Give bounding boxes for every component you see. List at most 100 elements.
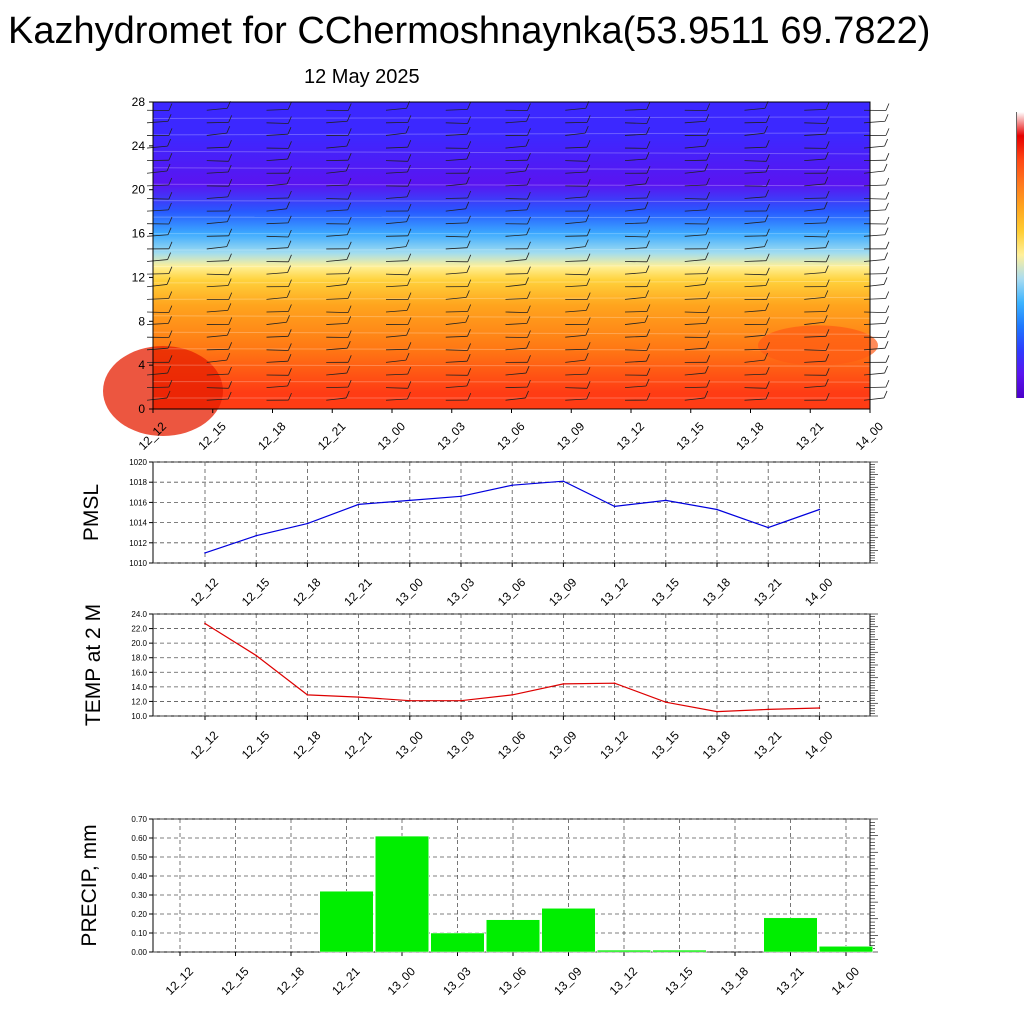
wind-barb-flag [405,125,410,134]
wind-barb [624,349,647,351]
wind-barb-flag [766,317,770,325]
data-point [306,522,309,525]
wind-barb [326,322,348,325]
precip-bar [819,946,873,953]
wind-barb-flag [824,290,829,298]
wind-barb-flag [286,201,290,209]
wind-barb-flag [704,138,709,147]
wind-barb-flag [167,365,171,374]
wind-barb [744,146,767,149]
data-point [306,694,309,696]
wind-barb-flag [168,316,172,324]
wind-barb-flag [407,228,412,236]
contour-line [152,132,871,136]
wind-barb-flag [586,228,591,236]
wind-barb-flag [287,265,291,273]
wind-barb [266,297,288,300]
wind-barb-flag [646,102,651,110]
wind-barb [684,397,705,401]
wind-barb-flag [584,125,589,134]
wind-barb-flag [466,265,471,273]
wind-barb-flag [825,190,830,199]
wind-barb-flag [466,378,471,387]
wind-barb [385,359,407,363]
x-tick-label: 13_12 [614,419,648,453]
wind-barb-flag [407,278,411,286]
x-tick-label: 13_18 [718,964,752,998]
wind-barb-flag [644,201,649,209]
wind-barb-flag [646,368,651,376]
wind-barb-flag [347,191,352,200]
wind-barb [206,387,229,389]
wind-barb [385,334,407,338]
wind-barb-flag [883,277,888,285]
colorbar-legend [1016,112,1024,398]
precip-bar [319,890,374,953]
wind-barb-flag [407,317,412,325]
x-tick-label: 12_21 [329,964,363,998]
wind-barb [565,221,586,225]
wind-barb-flag [526,227,530,235]
wind-barb-flag [527,330,531,338]
wind-barb-flag [646,279,651,287]
data-point [460,699,462,702]
wind-barb [206,273,229,276]
wind-barb-flag [824,176,829,185]
contour-line [152,381,871,383]
wind-barb [565,160,588,162]
wind-barb-flag [883,390,888,399]
wind-barb-flag [525,365,530,374]
wind-barb [744,246,765,250]
wind-barb [266,183,288,187]
wind-barb-flag [646,166,651,174]
wind-barb-flag [227,303,232,311]
wind-barb [684,347,706,351]
wind-barb [804,208,825,212]
precip-panel: 0.00 0.10 0.20 0.30 0.40 0.50 0.60 0.70 12_12 12_… [78,815,878,998]
wind-barb [624,321,646,325]
wind-barb-flag [765,140,770,148]
wind-barb-flag [825,127,830,135]
wind-barb-flag [228,115,233,123]
wind-barb-flag [824,265,829,273]
y-tick-label: 28 [132,95,146,109]
wind-barb [684,311,707,314]
wind-barb [146,198,169,200]
wind-barb-flag [347,266,352,274]
y-tick-label: 1016 [129,498,147,507]
wind-barb [505,170,526,174]
wind-barb [804,158,826,162]
wind-barb-flag [166,163,171,172]
x-tick-label: 13_00 [392,575,426,609]
wind-barb [684,234,706,237]
wind-barb-flag [168,128,173,136]
contour-line [152,331,871,335]
x-tick-label: 13_09 [546,575,580,609]
wind-barb-flag [706,128,711,136]
y-tick-label: 1020 [129,458,147,467]
wind-barb [744,373,767,376]
wind-barb-flag [765,267,770,275]
wind-barb-flag [168,241,173,249]
wind-barb [385,171,408,174]
wind-barb-flag [527,355,531,363]
wind-barb [385,387,408,389]
wind-barb [326,284,347,288]
wind-barb-flag [406,328,410,336]
wind-barb-flag [465,176,470,185]
wind-barb-flag [406,189,411,198]
wind-barb [744,107,766,111]
wind-barb-flag [288,166,292,174]
data-point [767,708,769,711]
wind-barb-flag [706,177,710,186]
wind-barb-flag [226,352,231,361]
wind-barb [266,321,287,325]
wind-barb-flag [467,229,471,238]
wind-barb [206,309,228,313]
x-tick-label: 14_00 [802,575,836,609]
wind-barb-flag [525,277,529,285]
wind-barb-flag [526,202,531,211]
wind-barb-flag [467,254,472,262]
wind-barb [326,259,347,262]
